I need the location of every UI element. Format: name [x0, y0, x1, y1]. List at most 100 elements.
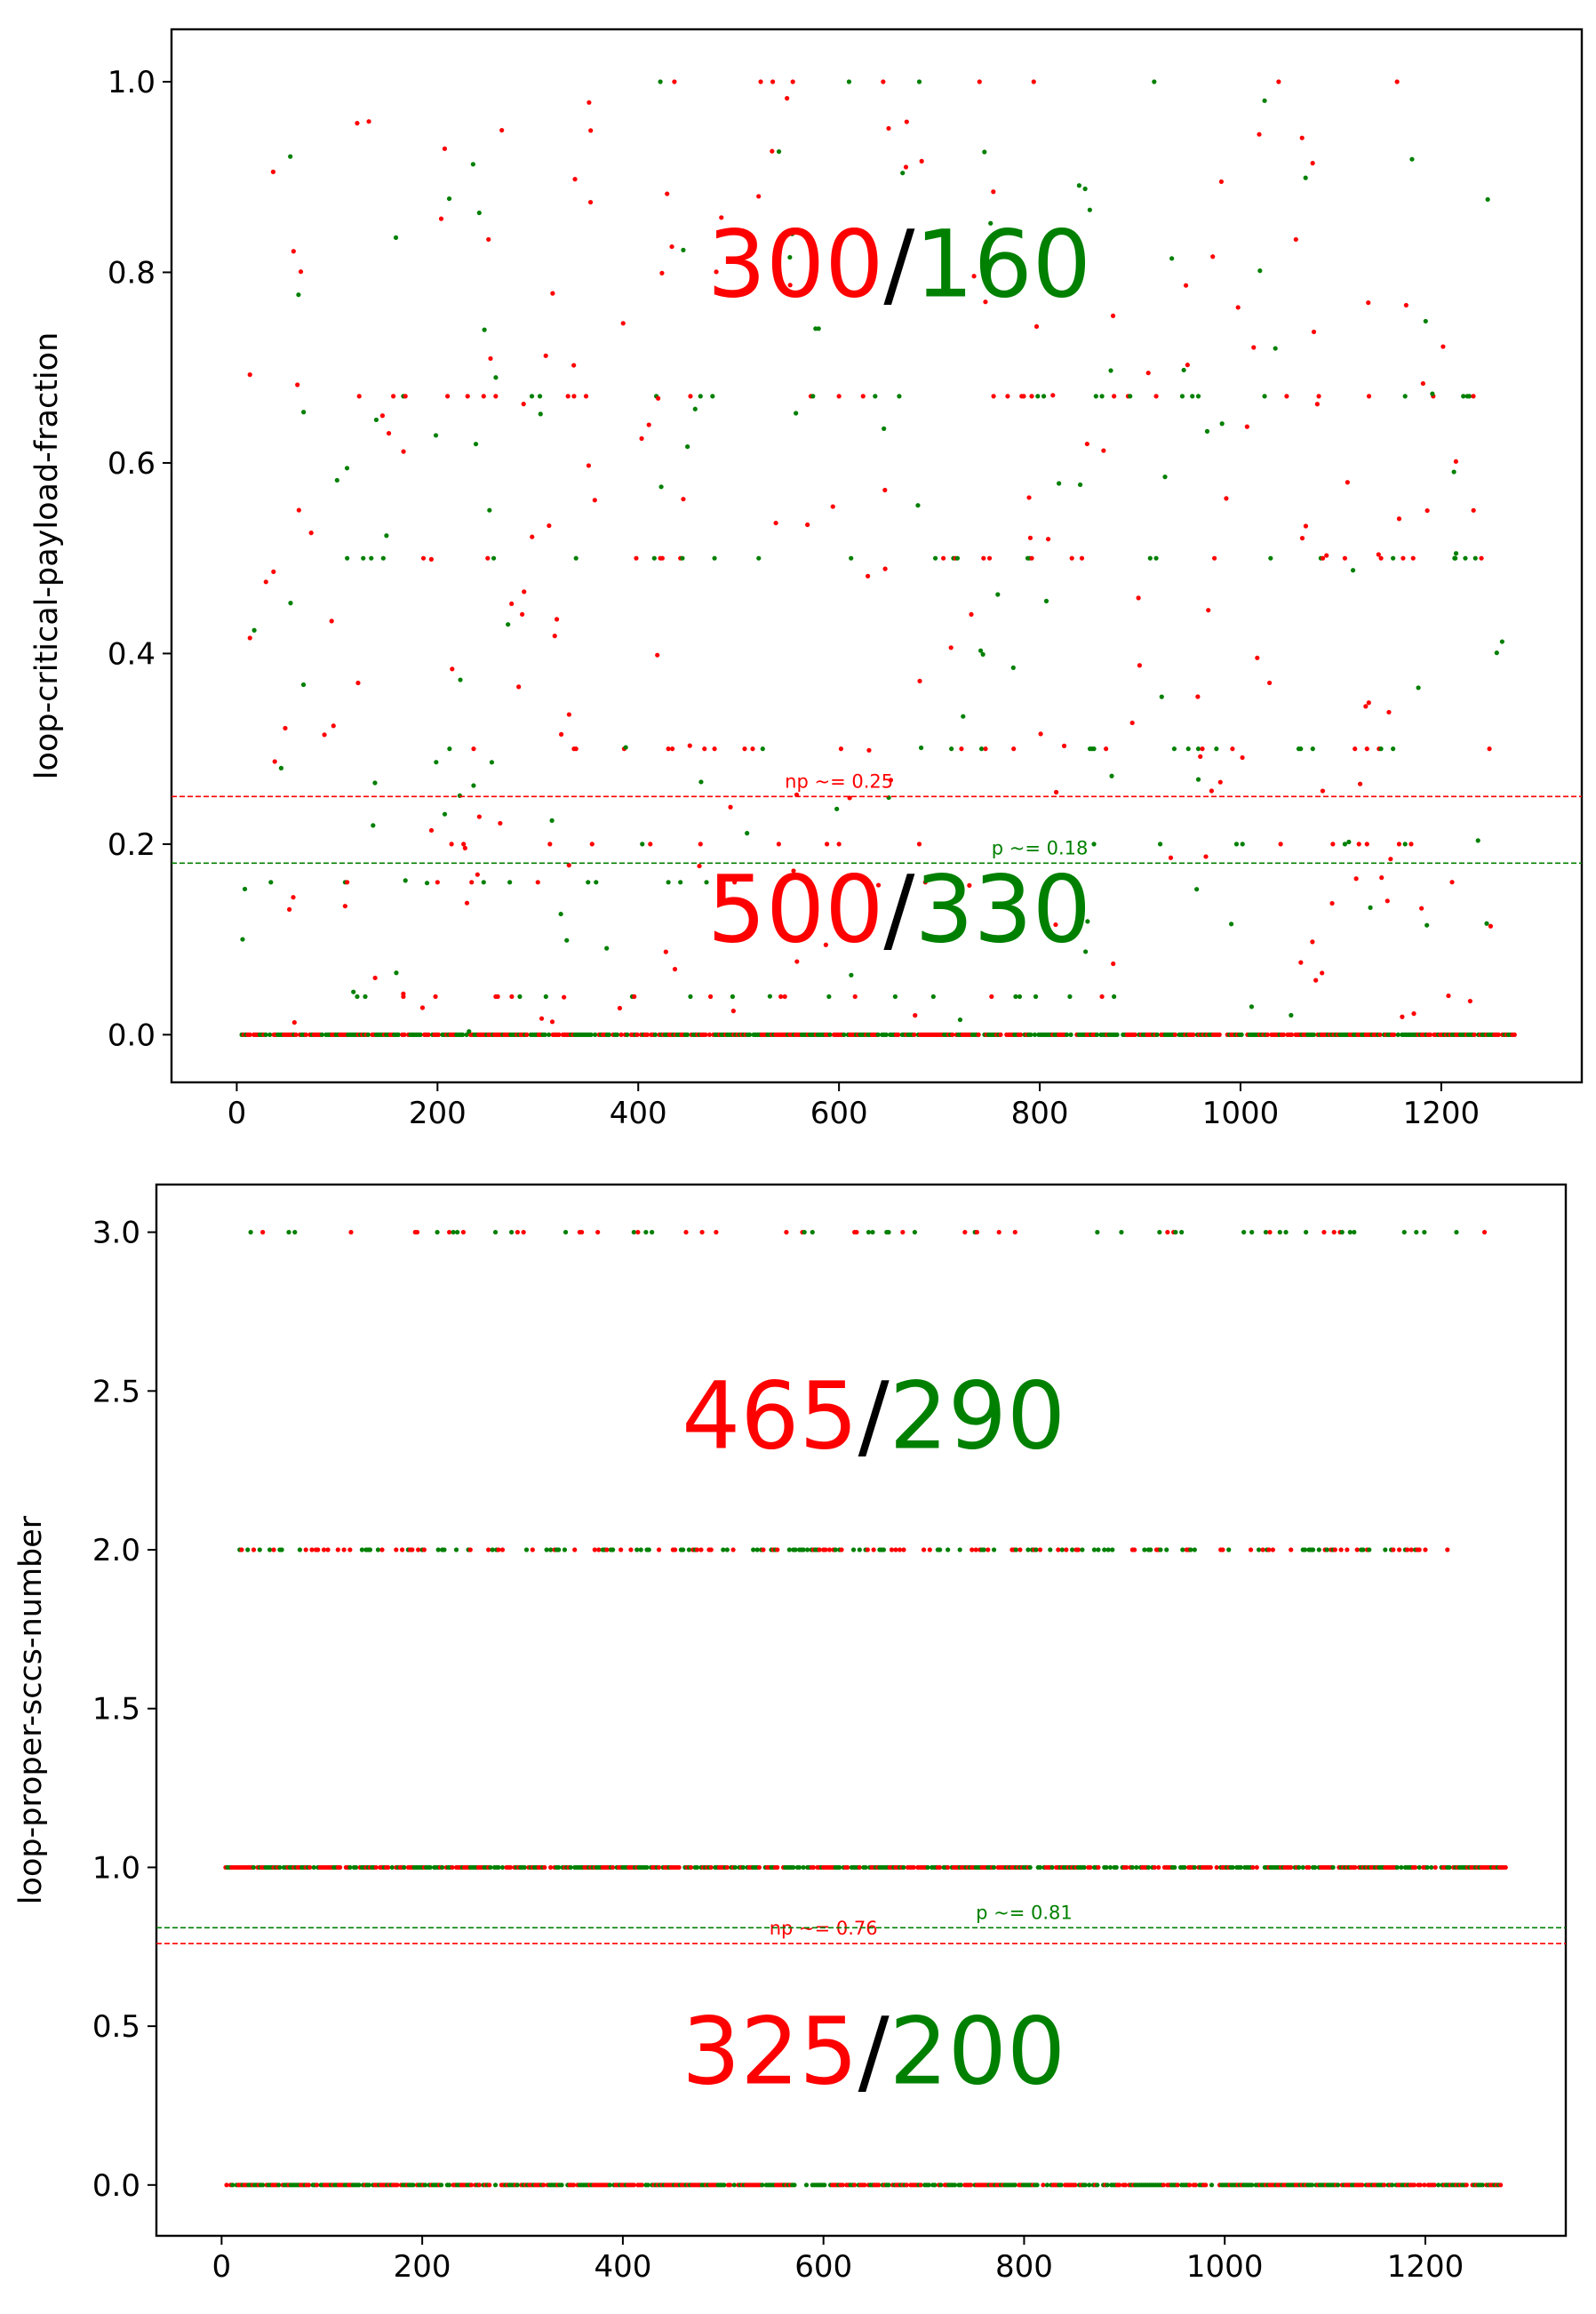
p-point	[946, 1547, 951, 1552]
p-point	[932, 2182, 938, 2188]
p-point	[334, 477, 339, 483]
p-point	[1195, 777, 1201, 782]
p-point	[1352, 1230, 1357, 1235]
np-point	[356, 394, 362, 399]
np-point	[810, 1864, 816, 1871]
np-point	[981, 555, 986, 561]
p-point	[1145, 1864, 1152, 1871]
np-point	[974, 1230, 979, 1235]
p-point	[248, 1230, 253, 1235]
p-point	[542, 1032, 547, 1037]
p-point	[453, 1547, 459, 1552]
p-point	[1070, 1547, 1075, 1552]
y-tick-label: 3.0	[92, 1216, 140, 1251]
p-point	[1480, 2182, 1485, 2188]
np-point	[566, 712, 571, 717]
np-point	[1405, 1547, 1410, 1552]
p-point	[1154, 1032, 1160, 1037]
np-point	[373, 1864, 379, 1871]
p-point	[846, 79, 852, 84]
y-tick-label: 0.4	[108, 636, 156, 672]
p-point	[793, 1547, 798, 1552]
np-point	[355, 121, 360, 126]
p-point	[638, 1547, 643, 1552]
np-point	[1132, 1547, 1137, 1552]
p-point	[754, 1547, 760, 1552]
x-tick-label: 200	[409, 1096, 467, 1131]
np-point	[433, 993, 438, 1000]
np-point	[901, 1547, 906, 1552]
p-point	[1361, 1547, 1366, 1552]
p-point	[288, 154, 293, 159]
np-point	[414, 1230, 420, 1235]
np-point	[1061, 743, 1067, 748]
p-point	[496, 1864, 501, 1871]
np-point	[1185, 363, 1190, 368]
np-point	[1329, 900, 1335, 906]
p-point	[1128, 394, 1133, 399]
p-point	[268, 880, 274, 885]
np-point	[1026, 495, 1032, 500]
p-point	[433, 433, 439, 438]
np-point	[1422, 2182, 1427, 2188]
np-point	[1299, 536, 1305, 541]
y-axis-label: loop-proper-sccs-number	[13, 1515, 49, 1904]
p-point	[1041, 394, 1047, 399]
p-point	[1452, 555, 1457, 561]
np-point	[673, 1547, 678, 1552]
p-point	[487, 507, 492, 513]
p-point	[1013, 993, 1018, 1000]
np-point	[1136, 595, 1141, 601]
y-tick-label: 1.0	[92, 1850, 140, 1886]
np-point	[481, 394, 486, 399]
np-point	[1084, 441, 1089, 447]
p-point	[988, 220, 994, 226]
threshold-label: p ~= 0.81	[976, 1902, 1073, 1923]
x-tick-label: 400	[610, 1096, 667, 1131]
np-point	[826, 1547, 833, 1552]
np-point	[967, 882, 972, 888]
np-point	[941, 555, 946, 561]
np-point	[707, 993, 714, 1000]
np-point	[1045, 537, 1051, 542]
np-point	[566, 863, 571, 868]
np-point	[1103, 746, 1109, 752]
np-point	[366, 119, 371, 124]
p-point	[251, 1864, 257, 1871]
points-layer	[223, 1230, 1508, 2188]
np-point	[592, 498, 597, 503]
p-point	[1262, 98, 1267, 103]
p-point	[1110, 1547, 1115, 1552]
p-point	[492, 1230, 499, 1235]
p-point	[1277, 1230, 1282, 1235]
p-point	[915, 503, 921, 508]
y-tick-label: 0.0	[108, 1017, 156, 1053]
x-tick-label: 600	[810, 1096, 868, 1131]
p-point	[981, 1547, 986, 1552]
np-point	[355, 680, 361, 686]
np-point	[271, 569, 276, 574]
np-point	[1203, 2182, 1209, 2188]
np-point	[681, 497, 686, 502]
p-point	[1466, 394, 1472, 399]
p-point	[1095, 1230, 1100, 1235]
p-point	[442, 811, 448, 817]
p-point	[380, 555, 386, 561]
np-point	[1270, 1547, 1275, 1552]
np-point	[918, 2182, 923, 2188]
p-point	[257, 1547, 262, 1552]
p-point	[1099, 394, 1105, 399]
np-point	[1391, 1547, 1396, 1552]
p-point	[842, 1032, 847, 1037]
np-point	[315, 1547, 321, 1552]
np-point	[889, 1547, 895, 1552]
np-point	[1471, 394, 1476, 399]
np-point	[476, 2182, 483, 2188]
p-point	[789, 231, 795, 236]
p-point	[1238, 1864, 1243, 1871]
p-point	[297, 1547, 303, 1552]
p-point	[684, 1032, 690, 1037]
p-point	[1214, 746, 1219, 752]
np-point	[1363, 704, 1369, 709]
np-point	[1432, 1864, 1438, 1871]
